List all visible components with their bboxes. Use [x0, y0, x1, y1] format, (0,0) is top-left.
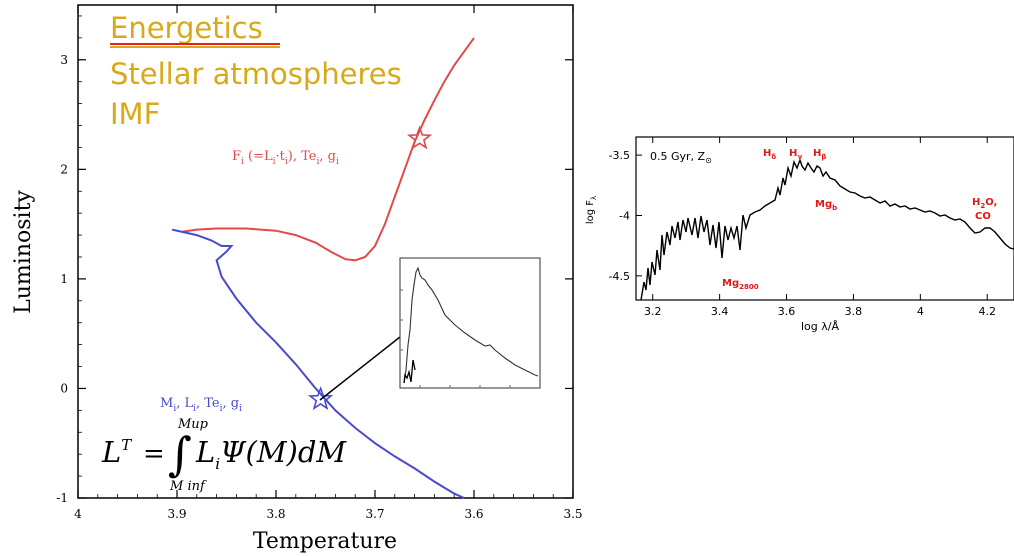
spectrum-ytick-label: -4 [619, 209, 630, 222]
topic-energetics: Energetics [110, 11, 263, 45]
lower-star-label: Mi, Li, Tei, gi [160, 396, 242, 414]
hr-ytick-label: -1 [56, 491, 68, 505]
hr-xtick-label: 3.8 [266, 507, 285, 521]
topics-block: Energetics Stellar atmospheres IMF [110, 11, 402, 131]
spectrum-title: 0.5 Gyr, Z⊙ [650, 150, 712, 165]
spectrum-xtick-label: 3.2 [644, 305, 662, 318]
formula: LT = ∫ Mup M inf LiΨ(M)dM [101, 417, 347, 494]
formula-lhs: LT [101, 435, 132, 469]
hr-ylabel: Luminosity [11, 190, 36, 314]
label-h-delta: Hδ [763, 148, 776, 161]
topic-stellar-atmospheres: Stellar atmospheres [110, 57, 402, 91]
upper-star-marker [406, 125, 433, 150]
spectrum-xtick-label: 4 [917, 305, 924, 318]
spectrum-line-labels: Hδ Hγ Hβ Mgb Mg2800 H2O, CO [722, 148, 997, 291]
spectrum-chart: 3.2 3.4 3.6 3.8 4 4.2 -3.5 -4 -4.5 log Fλ log λ/… [585, 136, 1014, 333]
hr-red-branch [181, 37, 475, 262]
hr-ytick-label: 0 [60, 381, 68, 395]
label-h2o: H2O, [972, 197, 997, 210]
hr-ytick-label: 3 [60, 53, 68, 67]
inset-frame [399, 257, 541, 389]
label-mg-b: Mgb [815, 199, 837, 212]
hr-xlabel: Temperature [253, 529, 397, 554]
spectrum-line [640, 157, 1014, 301]
topic-imf: IMF [110, 97, 160, 131]
label-mg-2800: Mg2800 [722, 278, 759, 291]
label-h-beta: Hβ [813, 148, 826, 161]
spectrum-xtick-label: 3.4 [711, 305, 729, 318]
spectrum-plot-frame [635, 136, 1014, 301]
formula-equals: = [143, 439, 165, 469]
label-co: CO [975, 211, 991, 222]
formula-upper-limit: Mup [177, 417, 209, 432]
upper-star-label: Fi (=Li·ti), Tei, gi [232, 149, 339, 167]
hr-axis-ticks: 4 3.9 3.8 3.7 3.6 3.5 -1 0 1 2 3 [56, 5, 583, 521]
formula-integral: ∫ [168, 427, 192, 481]
hr-xtick-label: 3.9 [167, 507, 186, 521]
formula-integrand: LiΨ(M)dM [195, 435, 347, 473]
hr-ytick-label: 2 [60, 162, 68, 176]
hr-xtick-label: 3.7 [365, 507, 384, 521]
spectrum-ytick-label: -4.5 [609, 270, 630, 283]
inset-spectrum-noise [403, 359, 416, 384]
hr-xtick-label: 3.5 [563, 507, 582, 521]
inset-ticks [400, 289, 511, 388]
hr-diagram-chart: 4 3.9 3.8 3.7 3.6 3.5 -1 0 1 2 3 Temperature Lumin… [11, 4, 583, 554]
hr-ytick-label: 1 [60, 272, 68, 286]
spectrum-xtick-label: 3.8 [845, 305, 863, 318]
spectrum-xlabel: log λ/Å [801, 320, 839, 333]
hr-blue-branch [171, 228, 465, 499]
hr-xtick-label: 4 [74, 507, 82, 521]
formula-lower-limit: M inf [169, 479, 207, 494]
spectrum-axis-ticks: 3.2 3.4 3.6 3.8 4 4.2 -3.5 -4 -4.5 [609, 137, 996, 318]
inset-spectrum-line [403, 266, 539, 384]
hr-curves [171, 37, 475, 499]
spectrum-ytick-label: -3.5 [609, 149, 630, 162]
spectrum-xtick-label: 3.6 [778, 305, 796, 318]
label-h-gamma: Hγ [789, 148, 802, 161]
inset-spectrum [399, 257, 541, 389]
spectrum-xtick-label: 4.2 [978, 305, 996, 318]
spectrum-ylabel: log Fλ [585, 196, 598, 224]
hr-plot-frame [77, 4, 574, 499]
lower-star-marker [307, 386, 334, 411]
inset-pointer-line [319, 336, 401, 401]
hr-xtick-label: 3.6 [464, 507, 483, 521]
